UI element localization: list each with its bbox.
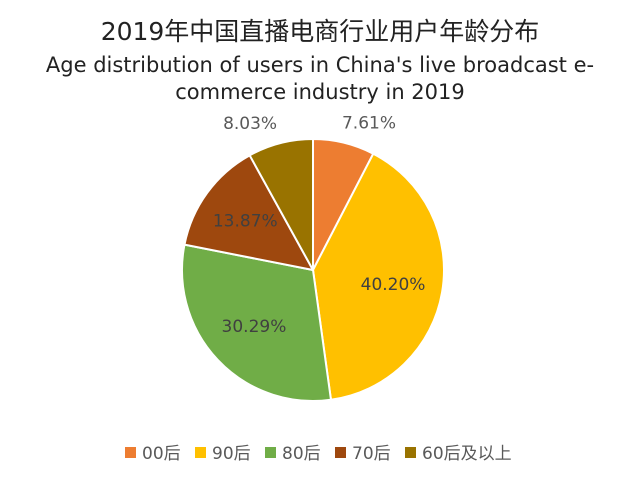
legend-swatch-2 bbox=[195, 447, 206, 458]
legend-item-2: 90后 bbox=[195, 444, 251, 464]
legend-swatch-5 bbox=[405, 447, 416, 458]
chart-title: 2019年中国直播电商行业用户年龄分布 bbox=[101, 17, 540, 46]
legend-swatch-4 bbox=[335, 447, 346, 458]
legend-label-2: 90后 bbox=[212, 444, 251, 464]
pie-slice-3 bbox=[181, 243, 332, 402]
pie-slices bbox=[181, 138, 445, 402]
data-label-4: 13.87% bbox=[213, 212, 278, 232]
data-label-1: 7.61% bbox=[342, 113, 396, 133]
data-label-3: 30.29% bbox=[222, 317, 287, 337]
chart-subtitle-line-2: commerce industry in 2019 bbox=[175, 80, 465, 104]
chart-subtitle-line-1: Age distribution of users in China's liv… bbox=[46, 53, 594, 77]
legend-label-3: 80后 bbox=[282, 444, 321, 464]
data-label-5: 8.03% bbox=[223, 114, 277, 134]
legend-label-1: 00后 bbox=[142, 444, 181, 464]
legend-item-5: 60后及以上 bbox=[405, 444, 512, 464]
legend-item-1: 00后 bbox=[125, 444, 181, 464]
legend-label-5: 60后及以上 bbox=[422, 444, 512, 464]
legend-item-4: 70后 bbox=[335, 444, 391, 464]
data-labels: 7.61% 40.20% 30.29% 13.87% 8.03% bbox=[213, 113, 426, 336]
legend-label-4: 70后 bbox=[352, 444, 391, 464]
legend-swatch-1 bbox=[125, 447, 136, 458]
pie-slice-4 bbox=[183, 154, 314, 271]
pie-slice-5 bbox=[248, 138, 314, 271]
pie-slice-2 bbox=[312, 152, 445, 401]
legend: 00后 90后 80后 70后 60后及以上 bbox=[125, 444, 512, 464]
data-label-2: 40.20% bbox=[361, 275, 426, 295]
chart-subtitle: Age distribution of users in China's liv… bbox=[46, 53, 594, 104]
legend-swatch-3 bbox=[265, 447, 276, 458]
legend-item-3: 80后 bbox=[265, 444, 321, 464]
